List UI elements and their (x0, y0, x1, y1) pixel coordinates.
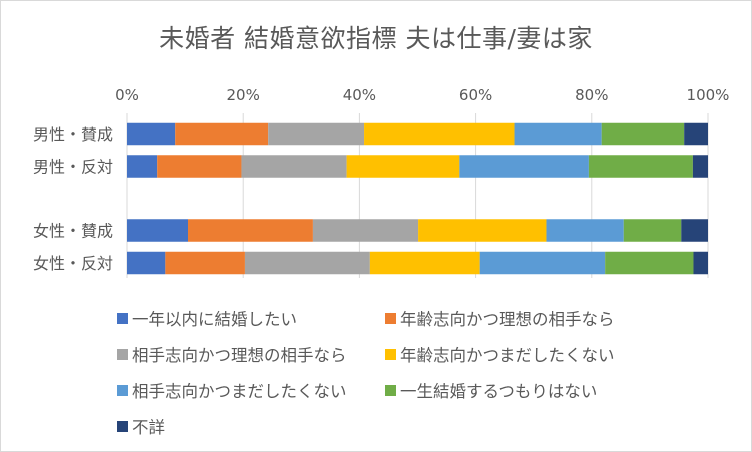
bar-segment (127, 251, 166, 275)
bar-segment (514, 122, 602, 146)
legend-item: 不詳 (117, 414, 165, 438)
bar-segment (127, 219, 189, 242)
bar-segment (684, 122, 708, 146)
legend-swatch (117, 348, 128, 360)
bar-segment (623, 219, 682, 242)
bar-segment (127, 122, 176, 146)
bar-segment (601, 122, 685, 146)
legend-item: 年齢志向かつまだしたくない (385, 342, 615, 366)
legend-swatch (117, 420, 128, 432)
legend-label: 一生結婚するつもりはない (400, 382, 598, 401)
x-tick-label: 80% (575, 86, 608, 104)
bar-segment (175, 122, 269, 146)
legend-label: 不詳 (132, 418, 165, 437)
category-label: 女性・反対 (33, 254, 113, 273)
bar-segment (588, 155, 693, 178)
bar-segment (693, 251, 708, 275)
bar-segment (312, 219, 419, 242)
bar-segment (268, 122, 365, 146)
bar-segment (127, 155, 158, 178)
x-tick-label: 0% (115, 86, 139, 104)
legend-label: 一年以内に結婚したい (132, 310, 297, 329)
legend-swatch (385, 348, 396, 360)
legend-label: 相手志向かつ理想の相手なら (132, 346, 347, 365)
legend-swatch (385, 312, 396, 324)
bar-segment (241, 155, 347, 178)
bar-segment (364, 122, 515, 146)
bar-segment (346, 155, 460, 178)
category-label: 男性・反対 (33, 158, 113, 177)
bar-segment (157, 155, 242, 178)
bar-segment (479, 251, 606, 275)
legend-item: 相手志向かつ理想の相手なら (117, 342, 347, 366)
bar-segment (692, 155, 708, 178)
bar-segment (546, 219, 624, 242)
bar-segment (459, 155, 589, 178)
legend-label: 年齢志向かつ理想の相手なら (400, 310, 615, 329)
legend-item: 相手志向かつまだしたくない (117, 378, 347, 402)
bar-segment (605, 251, 694, 275)
legend-label: 年齢志向かつまだしたくない (400, 346, 615, 365)
bar-segment (369, 251, 480, 275)
legend-item: 年齢志向かつ理想の相手なら (385, 306, 615, 330)
x-tick-label: 20% (227, 86, 260, 104)
category-label: 女性・賛成 (33, 222, 113, 241)
legend-item: 一生結婚するつもりはない (385, 378, 597, 402)
legend-item: 一年以内に結婚したい (117, 306, 297, 330)
bar-segment (188, 219, 313, 242)
x-tick-label: 60% (459, 86, 492, 104)
legend-label: 相手志向かつまだしたくない (132, 382, 347, 401)
bar-segment (681, 219, 708, 242)
category-label: 男性・賛成 (33, 125, 113, 144)
x-tick-label: 40% (343, 86, 376, 104)
legend-swatch (117, 384, 128, 396)
bar-segment (418, 219, 547, 242)
legend-swatch (385, 384, 396, 396)
x-tick-label: 100% (687, 86, 730, 104)
chart-title: 未婚者 結婚意欲指標 夫は仕事/妻は家 (159, 24, 593, 53)
bar-segment (165, 251, 245, 275)
bar-segment (244, 251, 370, 275)
legend-swatch (117, 312, 128, 324)
